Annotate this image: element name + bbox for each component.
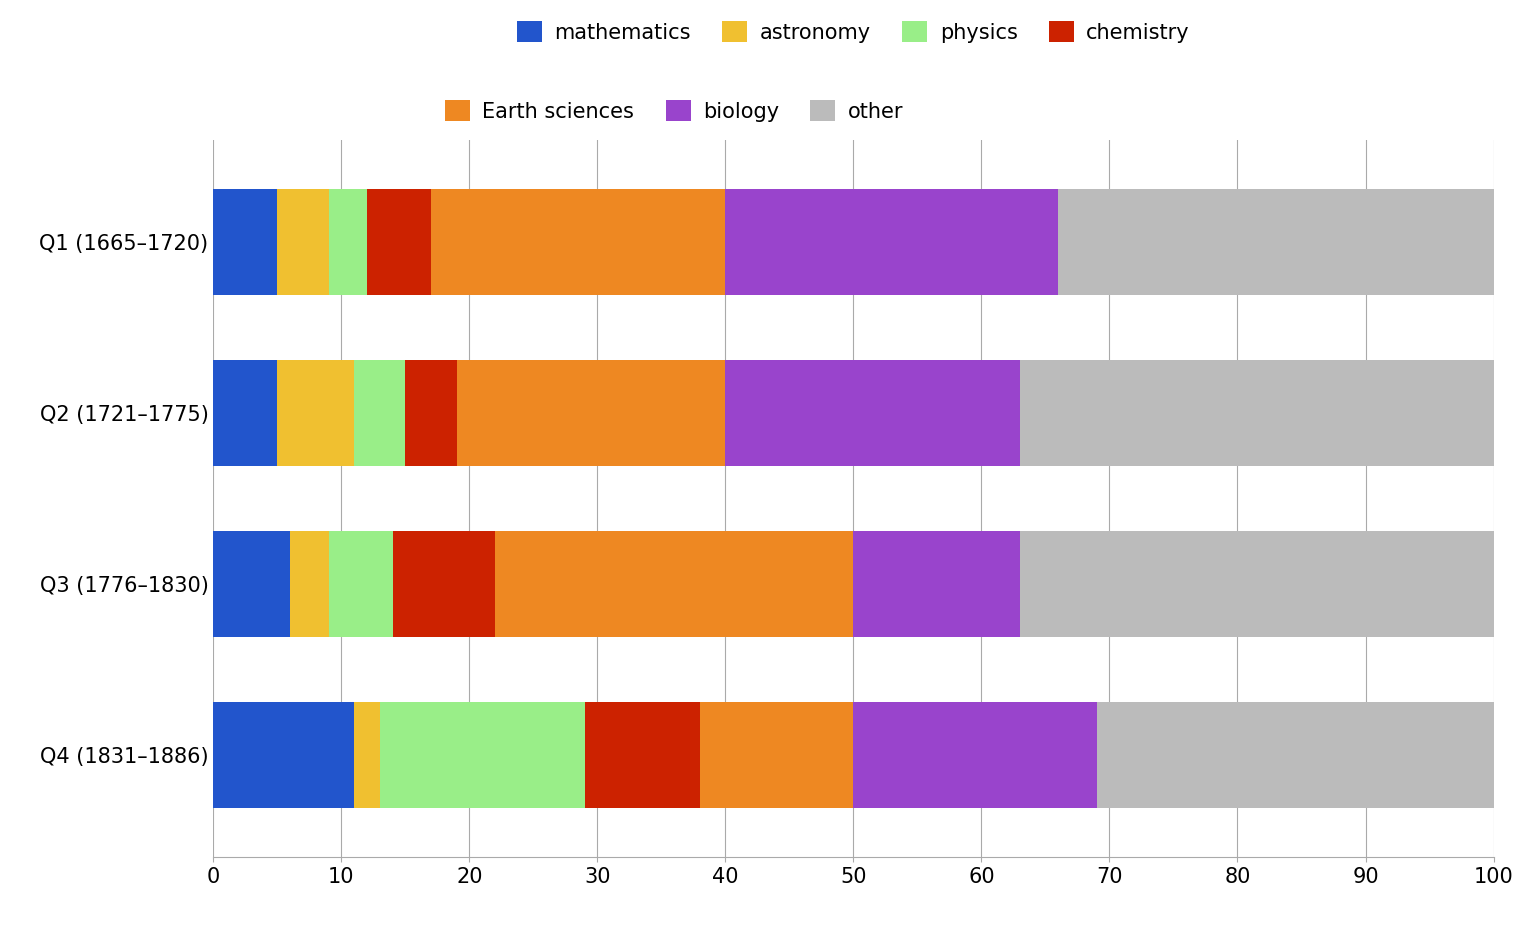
Bar	[354, 361, 405, 466]
Bar	[725, 189, 1058, 295]
Bar	[354, 702, 379, 808]
Bar	[853, 531, 1020, 637]
Bar	[725, 361, 1020, 466]
Bar	[367, 189, 431, 295]
Bar	[213, 189, 277, 295]
Bar	[585, 702, 700, 808]
Legend: Earth sciences, biology, other: Earth sciences, biology, other	[445, 100, 904, 122]
Bar	[405, 361, 457, 466]
Bar	[329, 531, 393, 637]
Bar	[213, 361, 277, 466]
Bar	[1097, 702, 1494, 808]
Bar	[277, 189, 329, 295]
Bar	[431, 189, 725, 295]
Bar	[1020, 531, 1494, 637]
Bar	[213, 531, 290, 637]
Bar	[290, 531, 329, 637]
Bar	[495, 531, 853, 637]
Bar	[853, 702, 1097, 808]
Bar	[329, 189, 367, 295]
Bar	[457, 361, 725, 466]
Bar	[1058, 189, 1494, 295]
Bar	[277, 361, 354, 466]
Bar	[700, 702, 853, 808]
Bar	[379, 702, 585, 808]
Bar	[213, 702, 354, 808]
Bar	[1020, 361, 1494, 466]
Bar	[393, 531, 495, 637]
